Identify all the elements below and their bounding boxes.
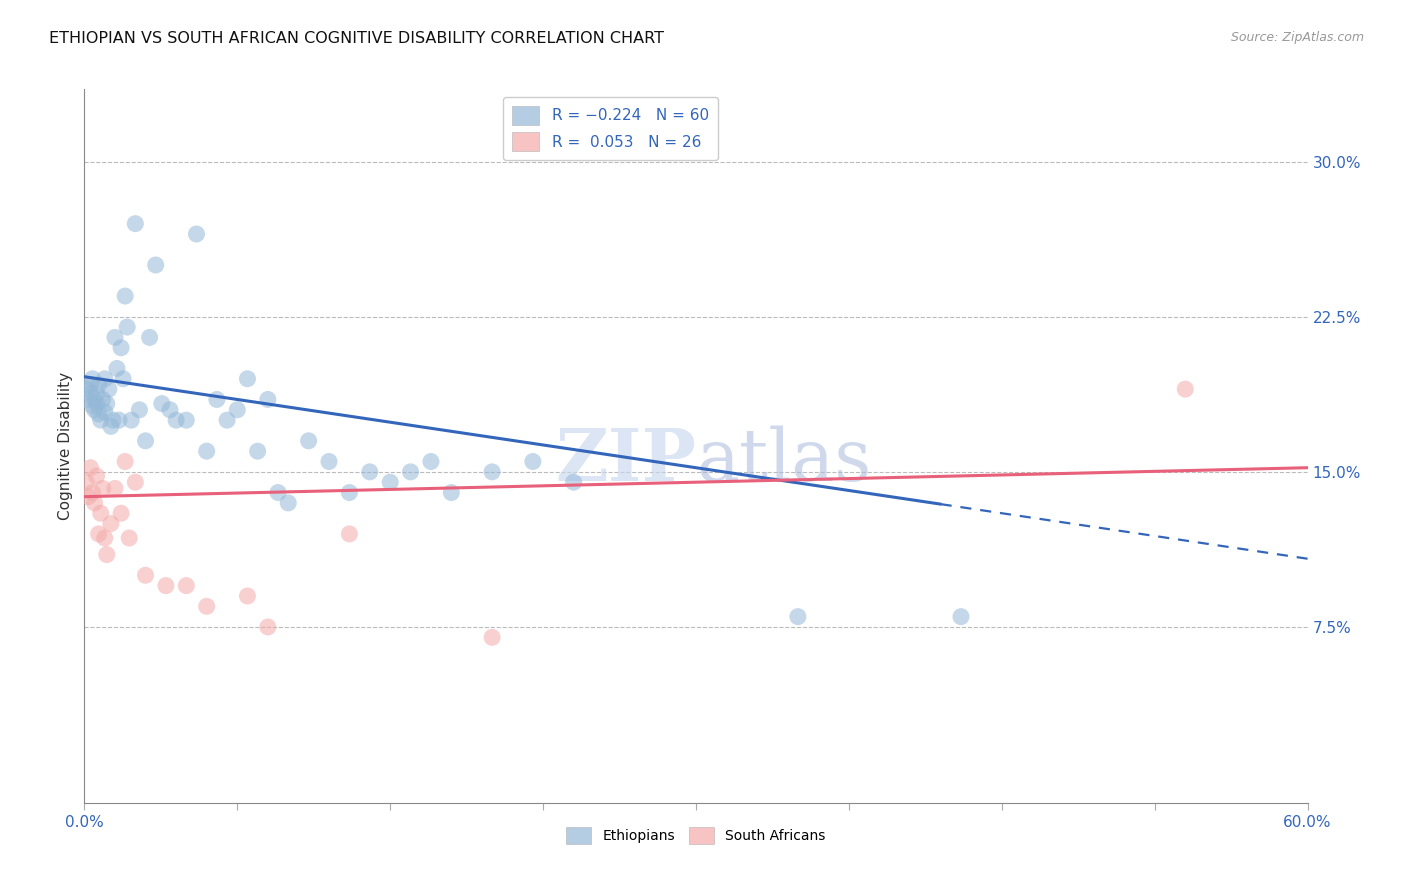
Point (91, 482, 114, 496)
Point (165, 413, 187, 427)
Point (186, 227, 208, 241)
Point (105, 361, 128, 376)
Point (174, 413, 197, 427)
Point (135, 568, 157, 582)
Point (950, 609, 973, 624)
Point (339, 527, 361, 541)
Point (87, 378, 110, 392)
Point (86, 469, 108, 483)
Point (420, 454, 443, 468)
Point (562, 475, 585, 490)
Point (236, 372, 259, 386)
Point (82, 372, 104, 386)
Point (257, 620, 280, 634)
Point (522, 454, 544, 468)
Point (90, 506, 112, 520)
Point (75, 475, 97, 490)
Point (110, 506, 132, 520)
Point (236, 589, 259, 603)
Point (380, 475, 402, 490)
Point (217, 413, 239, 427)
Point (96, 548, 118, 562)
Point (150, 396, 173, 410)
Point (101, 413, 124, 427)
Point (93, 405, 115, 419)
Point (86, 396, 108, 410)
Point (135, 434, 157, 448)
Point (138, 330, 160, 344)
Point (145, 258, 167, 272)
Text: Source: ZipAtlas.com: Source: ZipAtlas.com (1230, 31, 1364, 45)
Point (77, 392, 100, 407)
Point (1174, 382, 1197, 396)
Point (114, 289, 136, 303)
Point (128, 402, 150, 417)
Point (83, 402, 105, 417)
Point (77, 490, 100, 504)
Point (399, 465, 422, 479)
Point (75, 382, 97, 396)
Point (120, 413, 142, 427)
Point (104, 482, 127, 496)
Point (124, 217, 146, 231)
Point (83, 496, 105, 510)
Point (298, 434, 321, 448)
Text: atlas: atlas (696, 425, 872, 496)
Point (110, 341, 132, 355)
Point (86, 386, 108, 401)
Point (481, 630, 503, 644)
Point (79, 386, 101, 401)
Point (104, 330, 127, 344)
Point (174, 579, 197, 593)
Text: ZIP: ZIP (555, 425, 696, 496)
Point (108, 413, 131, 427)
Point (195, 599, 218, 614)
Text: ETHIOPIAN VS SOUTH AFRICAN COGNITIVE DISABILITY CORRELATION CHART: ETHIOPIAN VS SOUTH AFRICAN COGNITIVE DIS… (49, 31, 664, 46)
Point (100, 419, 122, 434)
Point (112, 372, 135, 386)
Point (118, 531, 141, 545)
Point (787, 609, 810, 624)
Point (90, 413, 112, 427)
Point (277, 496, 299, 510)
Point (97, 382, 120, 396)
Point (267, 485, 290, 500)
Point (359, 465, 381, 479)
Y-axis label: Cognitive Disability: Cognitive Disability (58, 372, 73, 520)
Point (155, 579, 177, 593)
Point (82, 399, 104, 413)
Point (91, 392, 114, 407)
Point (83, 392, 105, 407)
Point (79, 378, 101, 392)
Point (195, 444, 218, 458)
Point (159, 402, 181, 417)
Point (87, 407, 110, 421)
Point (114, 454, 136, 468)
Point (100, 516, 122, 531)
Point (115, 320, 138, 334)
Point (93, 372, 115, 386)
Point (440, 485, 463, 500)
Point (226, 402, 249, 417)
Point (257, 392, 280, 407)
Point (318, 454, 340, 468)
Point (87, 527, 110, 541)
Point (96, 396, 118, 410)
Point (339, 485, 361, 500)
Point (82, 485, 104, 500)
Point (93, 531, 115, 545)
Point (124, 475, 146, 490)
Legend: Ethiopians, South Africans: Ethiopians, South Africans (561, 822, 831, 849)
Point (205, 392, 228, 407)
Point (79, 460, 101, 475)
Point (246, 444, 269, 458)
Point (481, 465, 503, 479)
